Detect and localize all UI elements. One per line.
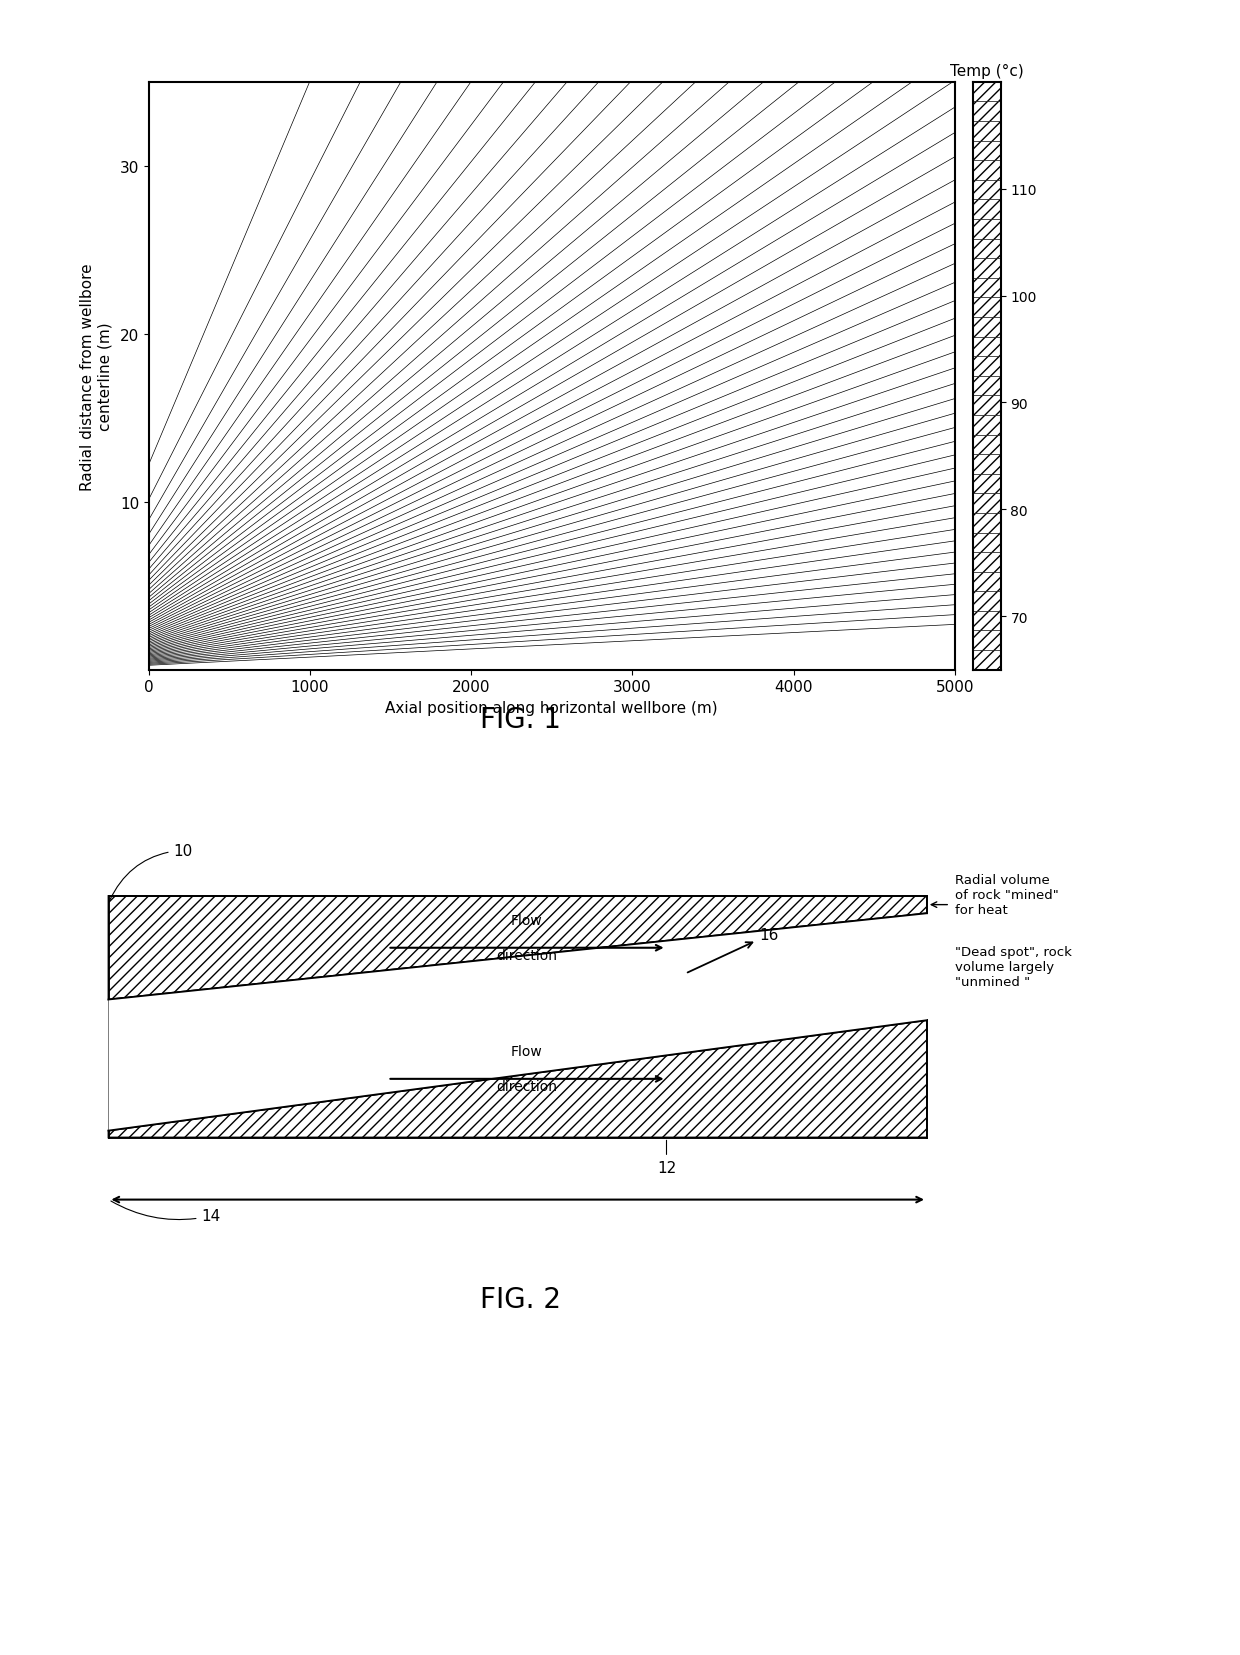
Text: 10: 10 [109,842,193,900]
Bar [973,318,1001,338]
Text: 16: 16 [688,927,779,973]
Bar [973,631,1001,650]
Bar [973,553,1001,573]
Bar [973,513,1001,533]
Bar [973,396,1001,415]
Bar [973,240,1001,258]
Y-axis label: Radial distance from wellbore
centerline (m): Radial distance from wellbore centerline… [81,263,113,490]
Text: FIG. 2: FIG. 2 [480,1286,562,1312]
Text: Flow: Flow [511,1044,543,1059]
Bar [973,142,1001,161]
Polygon shape [109,1021,928,1139]
Text: "Dead spot", rock
volume largely
"unmined ": "Dead spot", rock volume largely "unmine… [955,945,1071,988]
Text: 14: 14 [110,1202,221,1223]
Text: 12: 12 [657,1140,676,1175]
Bar [973,435,1001,455]
Bar [973,357,1001,377]
Bar [973,278,1001,298]
Bar [973,200,1001,220]
Bar [973,592,1001,612]
Bar [973,533,1001,553]
Bar [973,650,1001,670]
Bar [973,415,1001,435]
Bar [973,475,1001,495]
Polygon shape [109,897,928,1000]
Bar [973,122,1001,142]
Text: direction: direction [496,948,558,962]
Bar [973,298,1001,318]
Text: Flow: Flow [511,914,543,927]
Bar [973,573,1001,592]
Title: Temp (°c): Temp (°c) [950,65,1024,79]
Bar [973,338,1001,357]
Text: direction: direction [496,1079,558,1094]
Bar [973,161,1001,180]
Bar [973,377,1001,396]
X-axis label: Axial position along horizontal wellbore (m): Axial position along horizontal wellbore… [386,700,718,715]
Text: Radial volume
of rock "mined"
for heat: Radial volume of rock "mined" for heat [955,874,1059,917]
Bar [973,258,1001,278]
Bar [973,103,1001,122]
Bar [973,495,1001,513]
Bar [973,180,1001,200]
Bar [973,455,1001,475]
Bar [973,220,1001,240]
Bar [973,83,1001,103]
Bar [973,612,1001,631]
Text: FIG. 1: FIG. 1 [480,707,562,733]
Polygon shape [109,914,928,1130]
